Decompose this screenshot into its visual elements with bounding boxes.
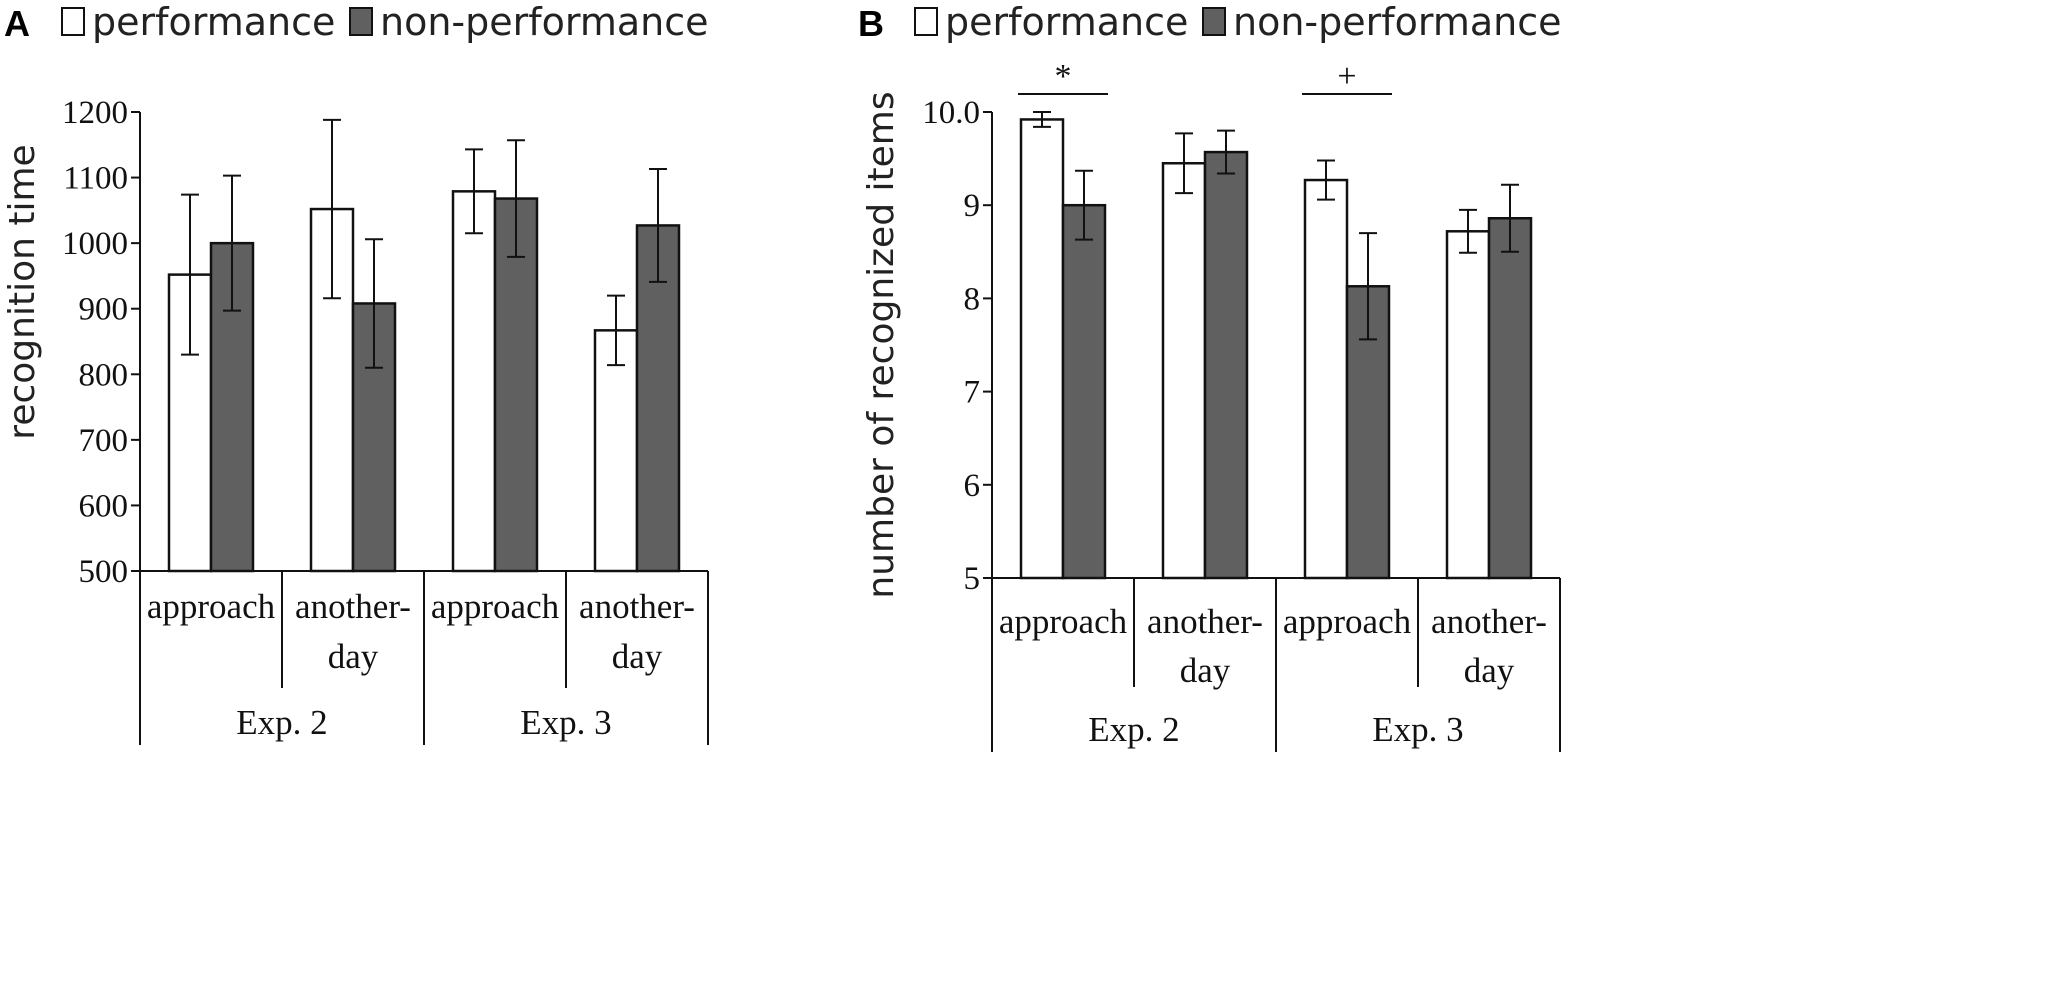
category-label-line2: day [612, 637, 663, 676]
legend-performance-swatch [61, 7, 85, 36]
y-ticks: 500 600 700 800 900 1000 1100 1200 [62, 95, 140, 590]
bar-performance-1 [1019, 118, 1065, 580]
bar-non-performance-4 [635, 224, 681, 573]
y-tick-label: 5 [964, 561, 981, 597]
bar-non-performance-4 [1487, 216, 1533, 580]
y-tick-label: 1200 [62, 95, 128, 131]
y-tick-label: 6 [964, 468, 981, 504]
panel-a-letter: A [4, 3, 30, 44]
significance-markers: * + [1018, 58, 1392, 95]
y-tick-label: 600 [79, 488, 129, 524]
panel-b: B performance non-performance number of … [858, 0, 1562, 752]
y-tick-label: 900 [79, 292, 129, 328]
bars [167, 118, 681, 573]
category-label: another- [1431, 602, 1547, 641]
significance-marker: * [1055, 58, 1072, 95]
axis-frame [983, 112, 1561, 752]
bar-performance-4 [1445, 230, 1491, 580]
legend-non-performance-label: non-performance [1233, 0, 1562, 44]
category-label: another- [579, 587, 695, 626]
legend-non-performance-swatch [349, 7, 373, 36]
experiment-labels: Exp. 2 Exp. 3 [1088, 710, 1463, 749]
category-labels: approach another-day approach another-day [147, 587, 695, 676]
y-tick-label: 7 [964, 375, 981, 411]
experiment-label: Exp. 3 [1372, 710, 1463, 749]
category-label: approach [1283, 602, 1412, 641]
experiment-label: Exp. 2 [1088, 710, 1179, 749]
experiment-labels: Exp. 2 Exp. 3 [236, 703, 611, 742]
y-tick-label: 500 [79, 554, 129, 590]
panel-b-letter: B [858, 3, 884, 44]
y-tick-label: 800 [79, 357, 129, 393]
category-label: approach [147, 587, 276, 626]
axis-frame [131, 112, 709, 745]
category-label: another- [1147, 602, 1263, 641]
bar-performance-2 [1161, 162, 1207, 580]
y-tick-label: 8 [964, 281, 981, 317]
y-axis-label: recognition time [2, 144, 43, 439]
legend-non-performance-label: non-performance [380, 0, 709, 44]
category-labels: approach another-day approach another-day [999, 602, 1547, 690]
category-label: approach [999, 602, 1128, 641]
category-label: approach [431, 587, 560, 626]
y-ticks: 5 6 7 8 9 10.0 [922, 95, 992, 597]
category-label-line2: day [1464, 651, 1515, 690]
legend-performance-label: performance [92, 0, 335, 44]
y-tick-label: 9 [964, 188, 981, 224]
legend-performance-swatch [914, 7, 938, 36]
bar-non-performance-1 [1061, 203, 1107, 580]
legend-performance-label: performance [945, 0, 1188, 44]
bar-performance-3 [451, 190, 497, 573]
category-label-line2: day [328, 637, 379, 676]
experiment-label: Exp. 3 [520, 703, 611, 742]
category-label: another- [295, 587, 411, 626]
y-axis-label: number of recognized items [861, 91, 902, 598]
legend-non-performance-swatch [1202, 7, 1226, 36]
y-tick-label: 700 [79, 423, 129, 459]
significance-marker: + [1337, 58, 1356, 95]
panel-a: A performance non-performance recognitio… [2, 0, 709, 745]
experiment-label: Exp. 2 [236, 703, 327, 742]
bar-performance-4 [593, 329, 639, 573]
bar-performance-3 [1303, 178, 1349, 580]
y-tick-label: 10.0 [922, 95, 980, 131]
category-label-line2: day [1180, 651, 1231, 690]
bars [1019, 111, 1533, 580]
y-tick-label: 1100 [63, 161, 128, 197]
bar-non-performance-2 [1203, 150, 1249, 580]
y-tick-label: 1000 [62, 226, 128, 262]
